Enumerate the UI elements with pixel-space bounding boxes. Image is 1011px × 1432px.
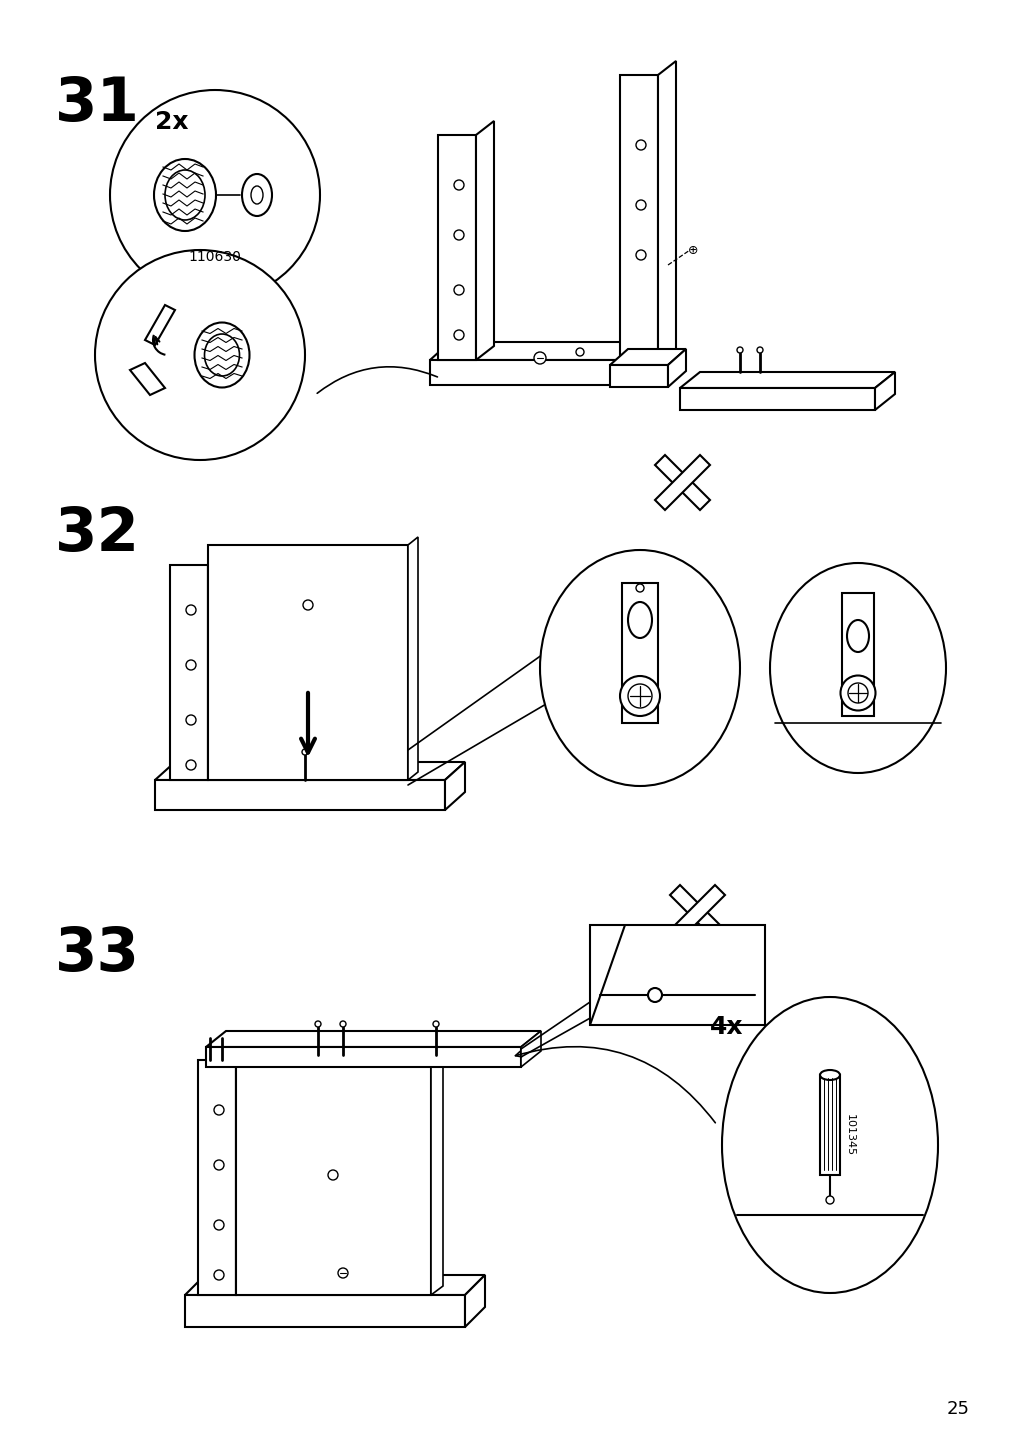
Polygon shape	[430, 359, 620, 385]
Polygon shape	[198, 1060, 236, 1295]
Polygon shape	[129, 362, 165, 395]
Ellipse shape	[769, 563, 945, 773]
Circle shape	[328, 1170, 338, 1180]
Circle shape	[635, 251, 645, 261]
Polygon shape	[206, 1047, 521, 1067]
Ellipse shape	[846, 620, 868, 652]
Polygon shape	[875, 372, 894, 410]
Text: 110630: 110630	[188, 251, 242, 263]
Circle shape	[340, 1021, 346, 1027]
Polygon shape	[610, 365, 667, 387]
Circle shape	[736, 347, 742, 354]
Polygon shape	[610, 349, 685, 365]
Ellipse shape	[840, 676, 875, 710]
Text: 31: 31	[55, 74, 140, 135]
Circle shape	[95, 251, 304, 460]
Ellipse shape	[242, 175, 272, 216]
Polygon shape	[464, 1274, 484, 1327]
Polygon shape	[208, 546, 407, 780]
Circle shape	[314, 1021, 320, 1027]
Circle shape	[110, 90, 319, 299]
Polygon shape	[679, 372, 894, 388]
Ellipse shape	[204, 334, 240, 377]
Circle shape	[213, 1270, 223, 1280]
Circle shape	[301, 749, 307, 755]
Polygon shape	[407, 537, 418, 780]
Circle shape	[454, 329, 463, 339]
Polygon shape	[206, 1031, 541, 1047]
Polygon shape	[669, 885, 724, 939]
Ellipse shape	[819, 1070, 839, 1080]
Polygon shape	[679, 388, 875, 410]
Polygon shape	[819, 1075, 839, 1176]
Polygon shape	[475, 120, 493, 359]
Polygon shape	[657, 62, 675, 365]
Circle shape	[635, 584, 643, 591]
Polygon shape	[208, 551, 225, 780]
Ellipse shape	[721, 997, 937, 1293]
Polygon shape	[155, 780, 445, 811]
Text: 25: 25	[946, 1400, 969, 1418]
Polygon shape	[185, 1295, 464, 1327]
Ellipse shape	[251, 186, 263, 203]
Circle shape	[635, 200, 645, 211]
Text: 101345: 101345	[844, 1114, 854, 1156]
Polygon shape	[667, 349, 685, 387]
Polygon shape	[589, 925, 764, 1025]
Circle shape	[302, 600, 312, 610]
Circle shape	[825, 1196, 833, 1204]
Circle shape	[213, 1106, 223, 1116]
Polygon shape	[445, 762, 464, 811]
Polygon shape	[236, 1055, 431, 1295]
Polygon shape	[620, 74, 657, 365]
Circle shape	[186, 715, 196, 725]
Text: ⊕: ⊕	[687, 243, 698, 256]
Text: 2x: 2x	[155, 110, 188, 135]
Polygon shape	[145, 305, 175, 345]
Polygon shape	[170, 566, 208, 780]
Polygon shape	[654, 455, 710, 510]
Polygon shape	[521, 1031, 541, 1067]
Polygon shape	[236, 1045, 254, 1295]
Polygon shape	[622, 583, 657, 723]
Circle shape	[635, 140, 645, 150]
Ellipse shape	[847, 683, 867, 703]
Circle shape	[575, 348, 583, 357]
Polygon shape	[654, 455, 710, 510]
Ellipse shape	[165, 170, 205, 221]
Circle shape	[213, 1160, 223, 1170]
Circle shape	[213, 1220, 223, 1230]
Polygon shape	[438, 135, 475, 359]
Circle shape	[186, 760, 196, 770]
Text: 33: 33	[55, 925, 140, 984]
Circle shape	[338, 1267, 348, 1277]
Polygon shape	[669, 885, 724, 939]
Polygon shape	[185, 1274, 484, 1295]
Circle shape	[756, 347, 762, 354]
Ellipse shape	[194, 322, 250, 388]
Text: 4x: 4x	[710, 1015, 743, 1040]
Circle shape	[534, 352, 546, 364]
Polygon shape	[430, 342, 639, 359]
Ellipse shape	[154, 159, 215, 231]
Circle shape	[454, 285, 463, 295]
Polygon shape	[431, 1045, 443, 1295]
Ellipse shape	[628, 601, 651, 639]
Circle shape	[454, 180, 463, 190]
Ellipse shape	[620, 676, 659, 716]
Circle shape	[186, 604, 196, 614]
Polygon shape	[155, 762, 464, 780]
Ellipse shape	[540, 550, 739, 786]
Ellipse shape	[628, 684, 651, 707]
Circle shape	[647, 988, 661, 1002]
Polygon shape	[620, 342, 639, 385]
Polygon shape	[841, 593, 874, 716]
Circle shape	[433, 1021, 439, 1027]
Text: 32: 32	[55, 505, 140, 564]
Circle shape	[186, 660, 196, 670]
Circle shape	[454, 231, 463, 241]
